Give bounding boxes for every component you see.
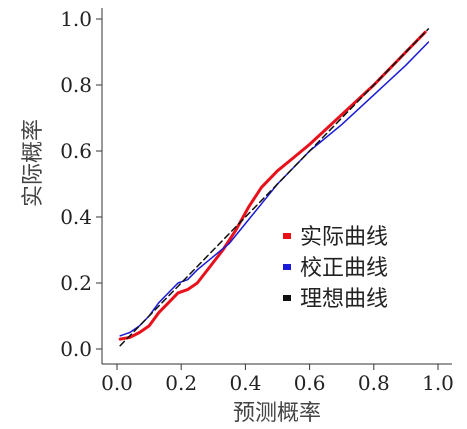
y-tick-label: 0.0 bbox=[60, 337, 92, 361]
legend-swatch bbox=[283, 295, 291, 301]
series-line-1 bbox=[118, 30, 427, 341]
y-tick-label: 0.2 bbox=[60, 271, 92, 295]
x-ticks: 0.0 0.2 0.4 0.6 0.8 1.0 bbox=[101, 364, 454, 395]
x-tick-label: 0.6 bbox=[294, 371, 326, 395]
legend-swatch bbox=[283, 233, 291, 239]
legend-label: 理想曲线 bbox=[300, 287, 388, 312]
x-axis-title: 预测概率 bbox=[233, 401, 321, 426]
legend-label: 校正曲线 bbox=[300, 256, 388, 281]
legend-label: 实际曲线 bbox=[300, 225, 388, 250]
x-tick-label: 1.0 bbox=[422, 371, 454, 395]
series-line-3 bbox=[119, 28, 430, 347]
x-tick-label: 0.2 bbox=[165, 371, 197, 395]
axes bbox=[101, 8, 452, 365]
x-tick-label: 0.4 bbox=[229, 371, 261, 395]
y-tick-label: 1.0 bbox=[60, 7, 92, 31]
y-tick-label: 0.6 bbox=[60, 139, 92, 163]
y-tick-label: 0.4 bbox=[60, 205, 92, 229]
x-tick-label: 0.8 bbox=[358, 371, 390, 395]
x-tick-label: 0.0 bbox=[101, 371, 133, 395]
series-layer bbox=[118, 28, 430, 347]
y-tick-label: 0.8 bbox=[60, 73, 92, 97]
legend-swatch bbox=[283, 264, 291, 270]
y-axis-title: 实际概率 bbox=[21, 119, 46, 207]
y-ticks: 0.0 0.2 0.4 0.6 0.8 1.0 bbox=[60, 7, 102, 361]
